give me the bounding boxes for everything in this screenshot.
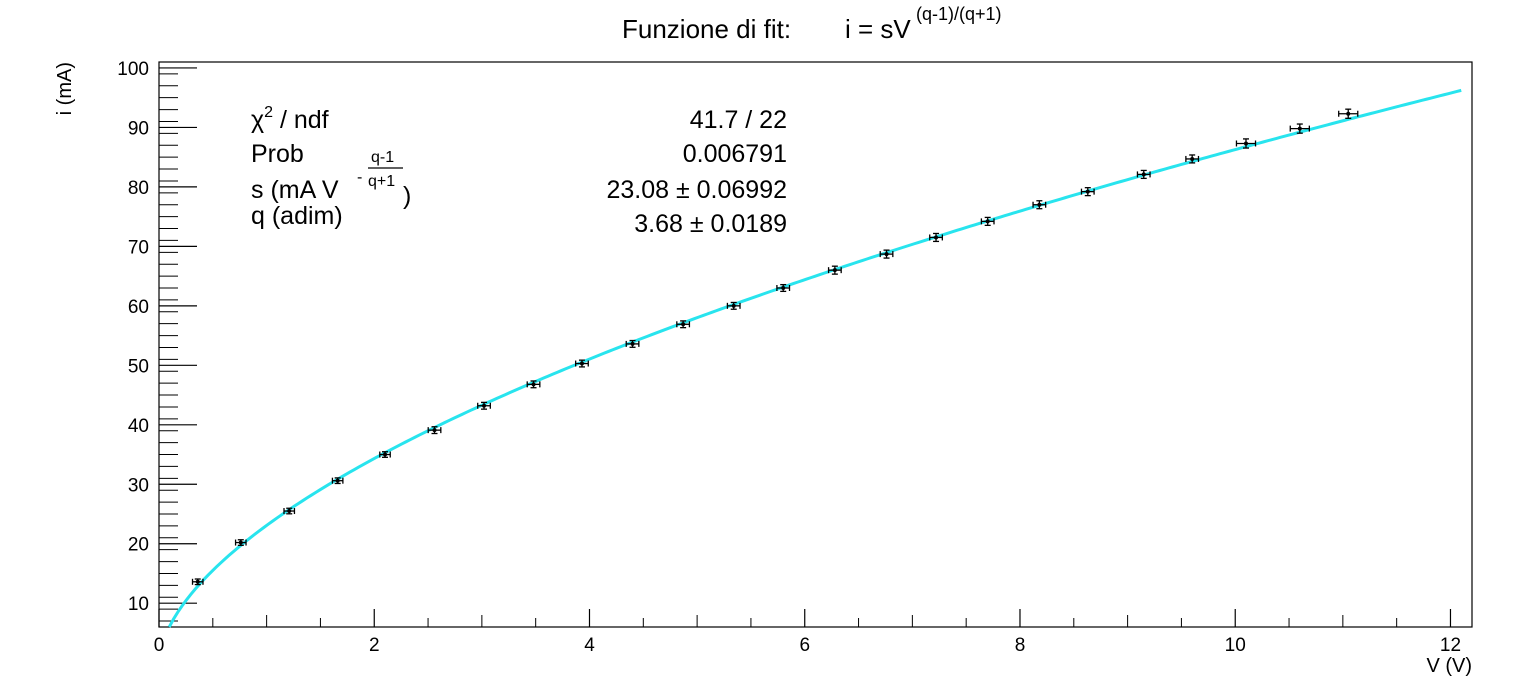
point-marker [1297,126,1302,131]
data-point [676,320,691,329]
s-value: 23.08 ± 0.06992 [606,176,787,204]
fit-curve-layer [167,88,1462,628]
x-tick-label: 12 [1440,635,1461,656]
chi2-value: 41.7 / 22 [690,106,787,134]
s-exp-denominator: q+1 [368,173,395,190]
point-marker [781,286,786,290]
data-point [1235,138,1257,149]
data-point [234,539,247,546]
point-marker [681,322,686,327]
x-tick-label: 6 [799,635,810,656]
fit-stats-box: χ2 / ndf 41.7 / 22 Prob 0.006791 s (mA V… [251,104,787,238]
x-tick-label: 10 [1225,635,1246,656]
point-marker [238,540,243,545]
data-point [1338,108,1359,119]
point-marker [531,382,536,387]
y-tick-label: 40 [128,416,149,437]
title-exponent: (q-1)/(q+1) [916,4,1002,24]
x-tick-label: 2 [369,635,380,656]
point-marker [1346,111,1351,116]
data-point [980,216,995,227]
point-marker [985,219,990,224]
data-point [776,283,791,293]
data-point [331,477,344,485]
point-marker [1141,172,1146,177]
q-value: 3.68 ± 0.0189 [634,210,787,238]
axes: 0 2 4 6 8 10 12 10 20 30 40 50 60 70 80 90 100 [117,59,1461,656]
point-marker [832,268,837,273]
point-marker [482,403,487,408]
y-tick-label: 80 [128,178,149,199]
point-marker [731,303,736,308]
point-marker [1243,141,1248,146]
y-tick-label: 50 [128,356,149,377]
prob-value: 0.006791 [683,140,787,168]
data-point [827,265,842,275]
data-points-layer [191,108,1359,586]
data-point [1080,187,1095,197]
data-point [879,249,894,259]
y-tick-label: 100 [117,59,149,80]
y-tick-label: 90 [128,118,149,139]
y-tick-label: 30 [128,475,149,496]
data-point [283,507,296,515]
data-point [575,359,589,368]
chi2-label: χ2 / ndf [251,104,329,134]
data-point [1289,123,1310,134]
data-point [929,232,943,243]
point-marker [934,235,939,240]
point-marker [1037,202,1042,207]
x-tick-label: 8 [1015,635,1026,656]
s-label-close: ) [403,182,411,210]
data-point [427,426,442,435]
prob-label: Prob [251,140,304,168]
s-exp-numerator: q-1 [371,149,394,166]
q-label: q (adim) [251,202,343,230]
point-marker [432,428,437,433]
data-point [526,380,541,389]
s-label: s (mA V [251,176,339,204]
title-prefix: Funzione di fit: [622,14,791,44]
title-formula: i = sV [845,14,911,44]
s-exp-minus: - [357,169,362,186]
point-marker [884,252,889,257]
point-marker [383,452,388,457]
fit-curve [167,88,1462,628]
point-marker [630,341,635,346]
y-tick-label: 10 [128,594,149,615]
x-tick-label: 4 [584,635,595,656]
data-point [477,401,491,410]
data-point [1032,200,1047,210]
data-point [726,301,741,310]
data-point [1185,154,1200,164]
data-point [379,451,391,458]
chi2-rest: / ndf [273,106,329,134]
point-marker [1085,189,1090,194]
data-point [191,578,204,586]
x-axis-label: V (V) [1426,655,1472,677]
chart-title: Funzione di fit: i = sV (q-1)/(q+1) [622,4,1002,44]
point-marker [335,478,340,483]
plot-frame [158,61,1473,628]
y-tick-label: 20 [128,535,149,556]
chi2-superscript: 2 [264,104,273,121]
x-tick-label: 0 [154,635,165,656]
point-marker [1190,156,1195,161]
y-axis-label: i (mA) [54,62,76,115]
y-tick-label: 60 [128,297,149,318]
y-tick-label: 70 [128,237,149,258]
point-marker [195,579,200,584]
point-marker [287,509,292,514]
chi2-symbol: χ [251,106,264,134]
point-marker [579,361,584,366]
data-point [625,339,640,348]
data-point [1136,169,1151,180]
